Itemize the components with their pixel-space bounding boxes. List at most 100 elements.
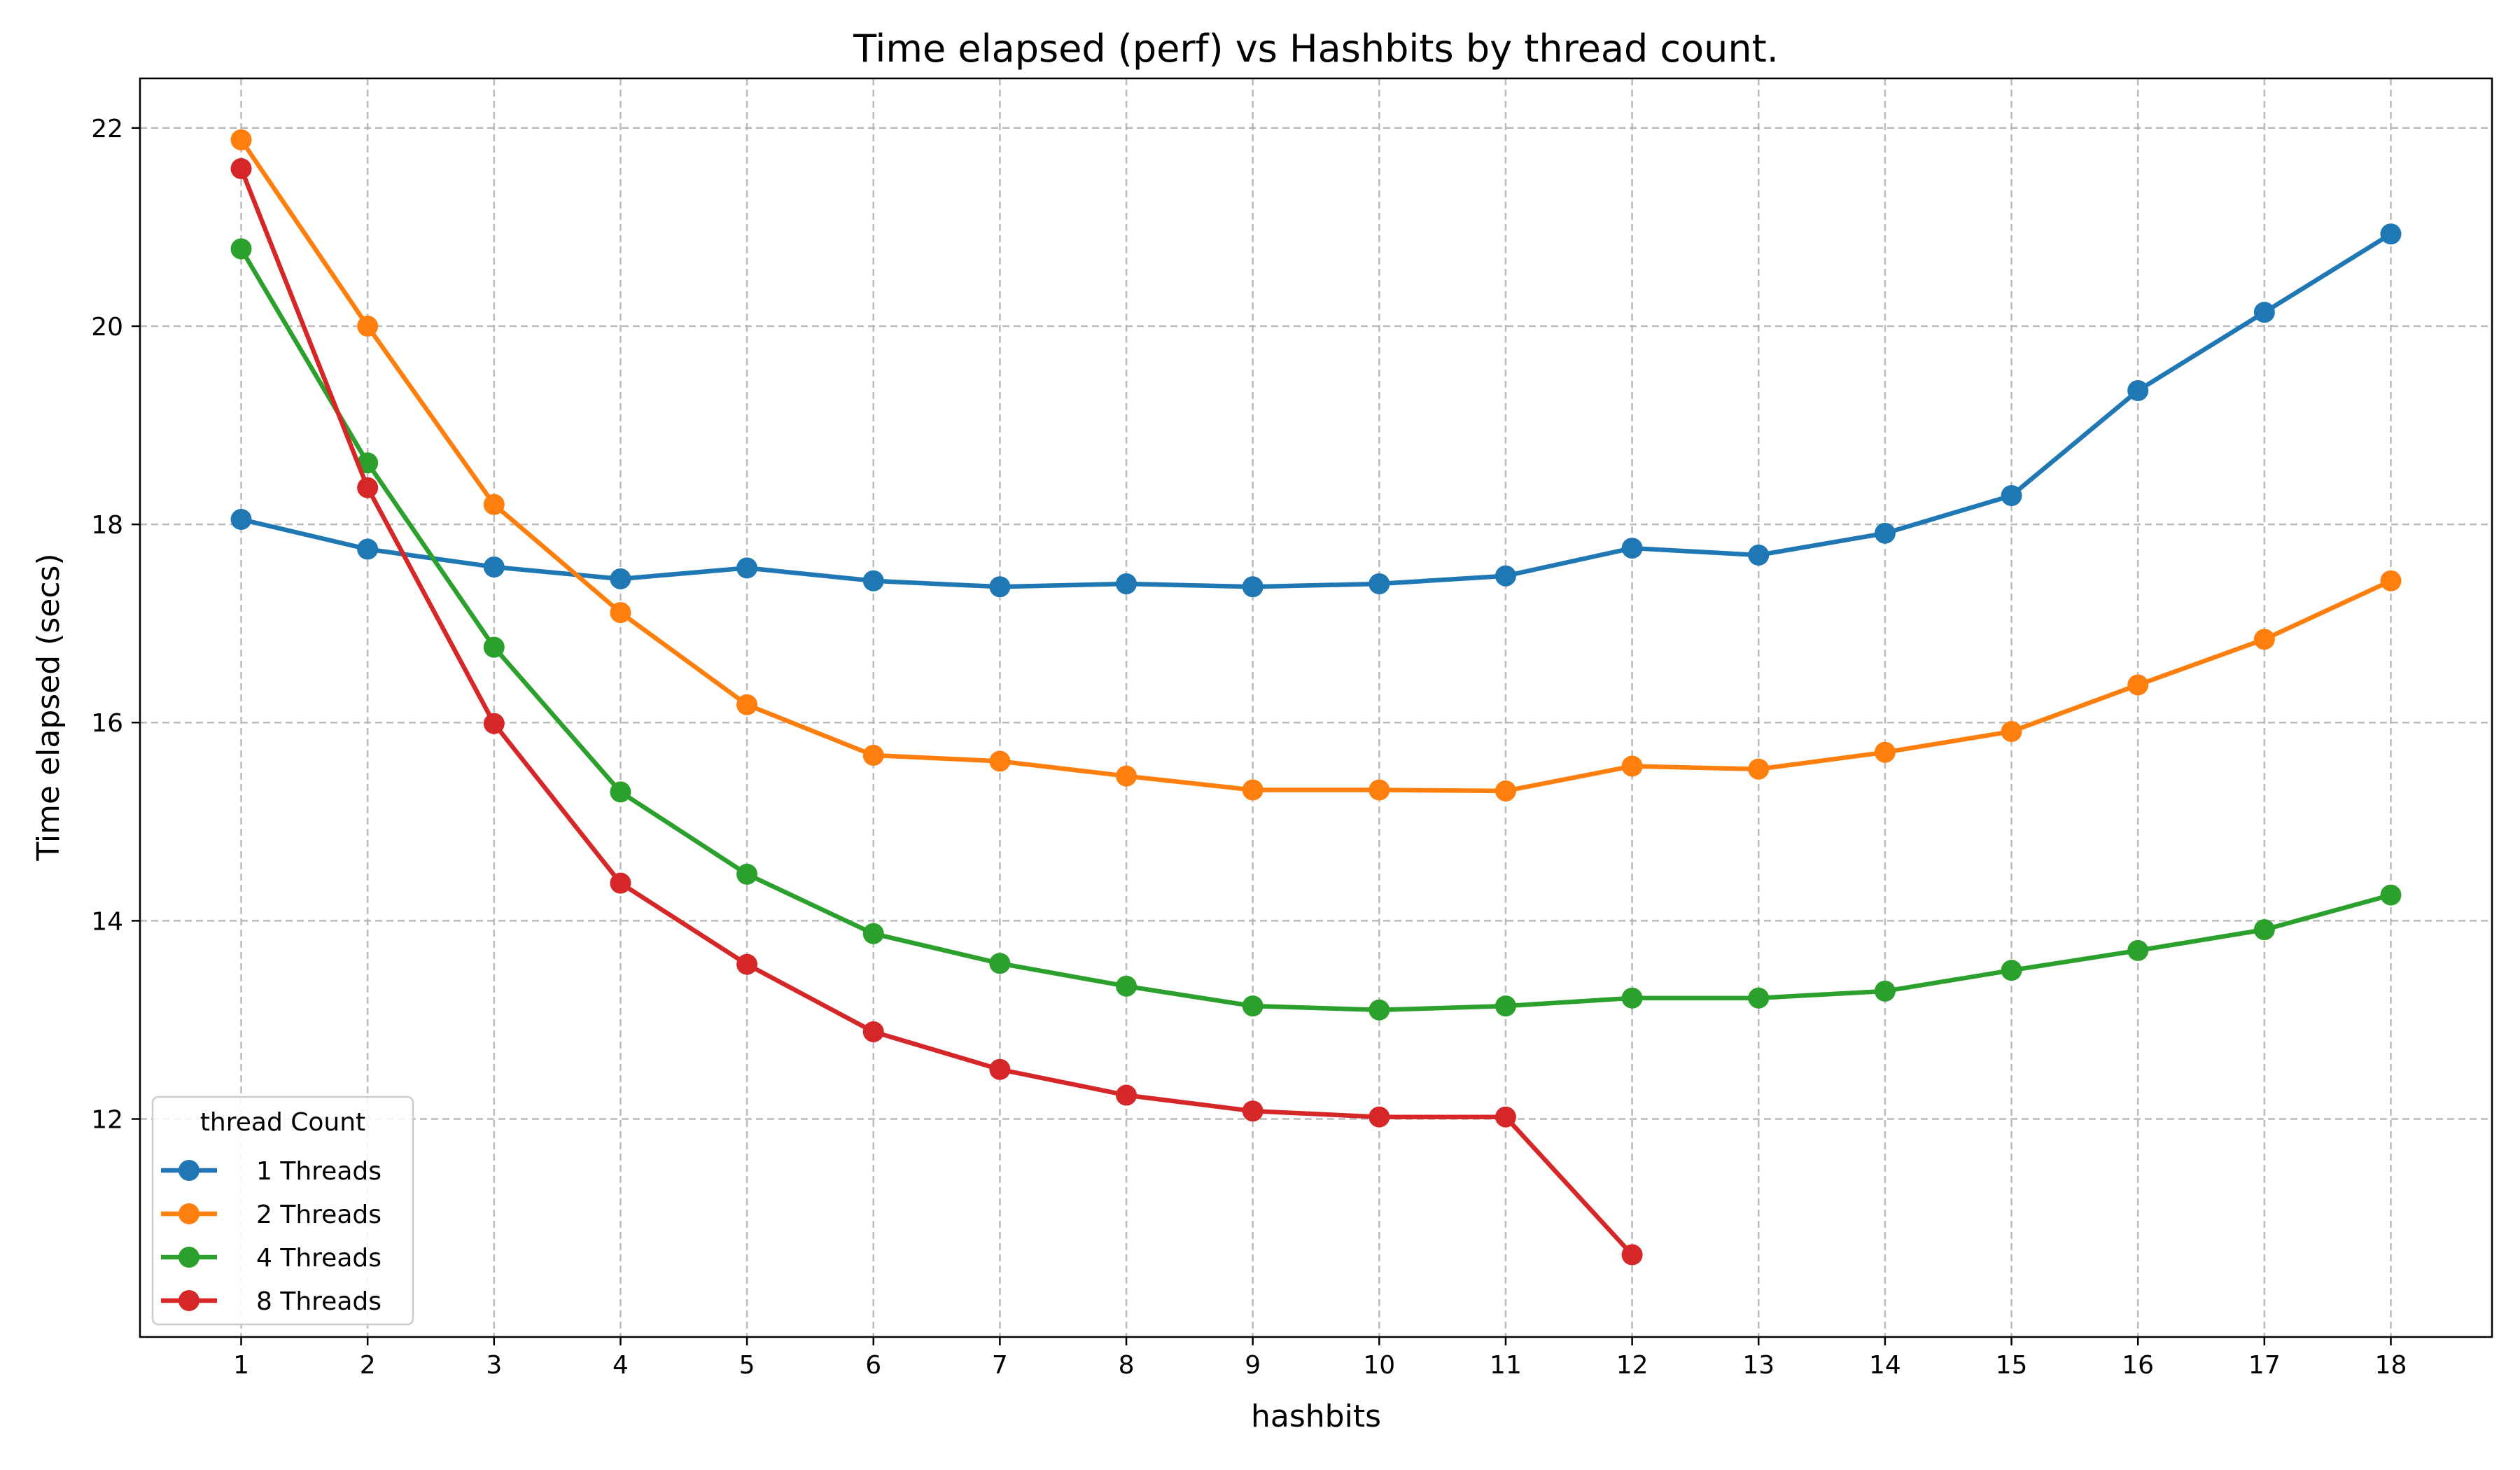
grid-lines	[140, 78, 2492, 1337]
x-tick-label: 9	[1245, 1351, 1261, 1380]
data-point	[736, 557, 758, 579]
data-point	[483, 493, 505, 515]
x-tick-label: 11	[1490, 1351, 1522, 1380]
data-point	[1494, 780, 1516, 802]
y-tick-label: 16	[91, 709, 123, 738]
data-point	[1748, 987, 1770, 1009]
y-tick-label: 22	[91, 115, 123, 144]
x-tick-label: 8	[1119, 1351, 1135, 1380]
data-point	[1494, 995, 1516, 1017]
x-tick-label: 5	[739, 1351, 755, 1380]
data-point	[2253, 919, 2275, 941]
x-tick-label: 13	[1742, 1351, 1774, 1380]
data-point	[2127, 939, 2149, 961]
data-point	[1621, 1244, 1643, 1266]
data-point	[1874, 741, 1896, 763]
legend-box	[151, 1096, 414, 1326]
data-point	[2253, 629, 2275, 650]
data-point	[862, 1021, 884, 1042]
y-tick-label: 18	[91, 511, 123, 540]
x-tick-label: 17	[2248, 1351, 2281, 1380]
data-point	[2380, 570, 2402, 592]
data-point	[2127, 674, 2149, 696]
y-tick-label: 20	[91, 313, 123, 342]
data-point	[1368, 779, 1390, 801]
data-point	[610, 781, 631, 803]
y-tick-label: 14	[91, 907, 123, 936]
x-tick-label: 12	[1616, 1351, 1648, 1380]
data-point	[357, 538, 379, 560]
data-point	[862, 570, 884, 592]
y-axis-label: Time elapsed (secs)	[31, 553, 66, 861]
data-point	[1242, 995, 1264, 1017]
data-point	[483, 713, 505, 734]
x-tick-label: 15	[1996, 1351, 2028, 1380]
legend-title: thread Count	[200, 1108, 365, 1137]
data-point	[1242, 779, 1264, 801]
series-group	[230, 129, 2402, 1266]
data-point	[989, 576, 1011, 598]
legend-label: 4 Threads	[256, 1244, 382, 1273]
series-4	[230, 158, 1643, 1266]
series-2	[230, 129, 2402, 802]
data-point	[1748, 758, 1770, 780]
x-tick-label: 10	[1363, 1351, 1395, 1380]
series-1	[230, 223, 2402, 598]
data-point	[989, 750, 1011, 772]
data-point	[2001, 720, 2022, 742]
plot-frame	[139, 77, 2493, 1338]
x-tick-label: 16	[2122, 1351, 2154, 1380]
data-point	[2380, 223, 2402, 245]
data-point	[1116, 1084, 1138, 1106]
legend-item: 8 Threads	[161, 1287, 382, 1316]
data-point	[736, 953, 758, 975]
series-3	[230, 238, 2402, 1021]
data-point	[357, 477, 379, 498]
data-point	[1368, 573, 1390, 595]
data-point	[2001, 960, 2022, 981]
data-point	[1116, 765, 1138, 787]
series-line	[239, 232, 2393, 589]
x-tick-label: 1	[233, 1351, 249, 1380]
data-point	[610, 602, 631, 624]
x-tick-label: 7	[992, 1351, 1008, 1380]
x-tick-label: 4	[612, 1351, 629, 1380]
data-point	[736, 863, 758, 885]
series-line	[239, 166, 1634, 1257]
legend: thread Count 1 Threads 2 Threads 4 Threads 8…	[151, 1096, 414, 1326]
data-point	[357, 452, 379, 474]
x-axis-label: hashbits	[1251, 1399, 1381, 1434]
data-point	[1621, 538, 1643, 559]
legend-swatch-marker	[178, 1290, 200, 1311]
data-point	[862, 744, 884, 766]
data-point	[1748, 544, 1770, 566]
legend-label: 2 Threads	[256, 1200, 382, 1229]
x-tick-label: 3	[486, 1351, 502, 1380]
chart-title: Time elapsed (perf) vs Hashbits by threa…	[853, 27, 1779, 71]
legend-item: 2 Threads	[161, 1200, 382, 1229]
data-point	[2001, 485, 2022, 507]
legend-swatch-marker	[178, 1160, 200, 1181]
y-axis-ticks: 12 14 16 18 20 22	[91, 115, 140, 1135]
x-tick-label: 6	[865, 1351, 881, 1380]
x-tick-label: 2	[360, 1351, 376, 1380]
series-line	[239, 137, 2393, 794]
data-point	[1621, 987, 1643, 1009]
data-point	[1368, 1106, 1390, 1128]
data-point	[862, 923, 884, 944]
data-point	[230, 158, 252, 179]
data-point	[1494, 565, 1516, 587]
data-point	[1242, 576, 1264, 598]
legend-label: 1 Threads	[256, 1157, 382, 1186]
data-point	[610, 872, 631, 894]
data-point	[1116, 573, 1138, 595]
data-point	[483, 636, 505, 658]
y-tick-label: 12	[91, 1106, 123, 1135]
data-point	[989, 1058, 1011, 1080]
data-point	[483, 556, 505, 578]
legend-swatch-marker	[178, 1247, 200, 1268]
x-tick-label: 18	[2375, 1351, 2407, 1380]
legend-item: 4 Threads	[161, 1244, 382, 1273]
data-point	[230, 509, 252, 531]
